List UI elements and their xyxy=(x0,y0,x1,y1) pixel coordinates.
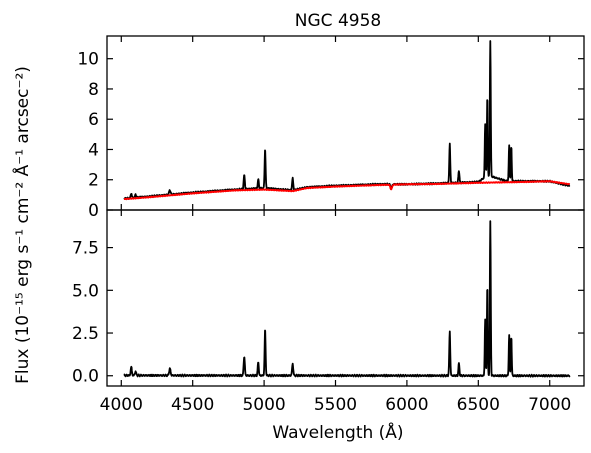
bottom-panel-series xyxy=(123,220,571,378)
bottom-panel-x-ticks: 4000 4500 5000 5500 6000 6500 7000 xyxy=(100,210,571,415)
x-tick-label: 4500 xyxy=(171,395,214,415)
x-tick-label: 6000 xyxy=(385,395,428,415)
x-tick-label: 4000 xyxy=(100,395,143,415)
top-panel-y-ticks: 0 2 4 6 8 10 xyxy=(77,50,584,221)
y-axis-label: Flux (10⁻¹⁵ erg s⁻¹ cm⁻² Å⁻¹ arcsec⁻²) xyxy=(11,66,33,384)
spectrum-line xyxy=(123,180,571,201)
x-tick-label: 5500 xyxy=(314,395,357,415)
bottom-panel-frame xyxy=(106,209,585,387)
bottom-panel-y-ticks: 0.0 2.5 5.0 7.5 xyxy=(72,239,584,387)
y-tick-label: 10 xyxy=(77,50,99,70)
x-axis-label: Wavelength (Å) xyxy=(272,421,403,443)
y-tick-label: 8 xyxy=(88,80,99,100)
chart-title: NGC 4958 xyxy=(295,11,381,31)
y-tick-label: 0.0 xyxy=(72,367,99,387)
spectrum-line xyxy=(123,40,571,201)
y-tick-label: 5.0 xyxy=(72,281,99,301)
x-tick-label: 5000 xyxy=(242,395,285,415)
y-tick-label: 7.5 xyxy=(72,239,99,259)
top-panel-frame xyxy=(106,35,585,211)
top-panel-x-ticks xyxy=(120,36,551,210)
top-panel: 0 2 4 6 8 10 xyxy=(77,35,585,221)
x-tick-label: 7000 xyxy=(528,395,571,415)
y-tick-label: 2 xyxy=(88,171,99,191)
spectrum-line xyxy=(123,220,571,378)
y-tick-label: 6 xyxy=(88,110,99,130)
x-tick-label: 6500 xyxy=(457,395,500,415)
top-panel-series xyxy=(123,40,571,201)
y-tick-label: 2.5 xyxy=(72,324,99,344)
y-tick-label: 4 xyxy=(88,140,99,160)
y-tick-label: 0 xyxy=(88,201,99,221)
bottom-panel: 0.0 2.5 5.0 7.5 4000 4500 5000 5500 6000 6500 700… xyxy=(72,209,585,415)
